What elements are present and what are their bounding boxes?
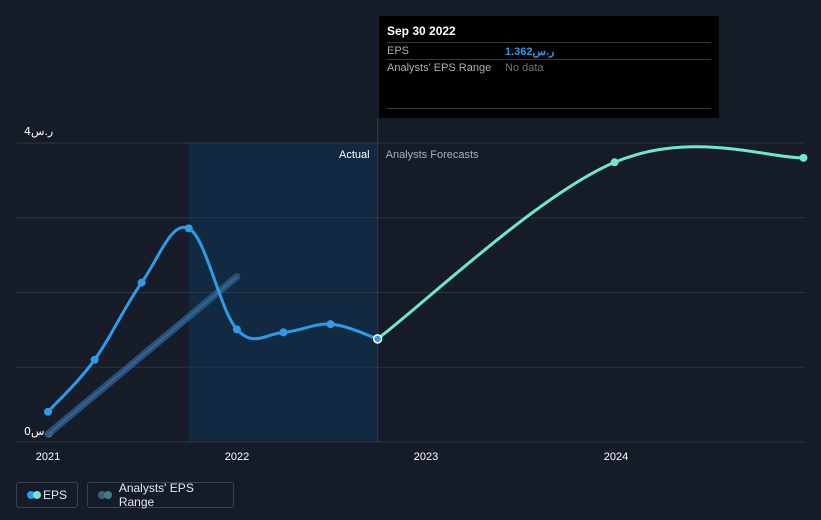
eps-point (279, 328, 288, 337)
eps-point (184, 224, 193, 233)
forecast-label: Analysts Forecasts (386, 149, 479, 161)
legend-eps-label: EPS (42, 488, 67, 502)
actual-label: Actual (339, 149, 370, 161)
forecast-point (610, 158, 619, 167)
eps-point (326, 320, 335, 329)
tooltip-range-value: No data (505, 62, 544, 74)
x-tick-label: 2021 (36, 451, 60, 463)
hover-tooltip: Sep 30 2022 EPS ر.س1.362 Analysts' EPS R… (379, 16, 719, 118)
eps-point (90, 355, 99, 364)
current-eps-point (372, 334, 383, 344)
analysts-range-line (47, 276, 238, 435)
forecast-point (799, 153, 808, 162)
tooltip-range-label: Analysts' EPS Range (387, 62, 492, 74)
legend-range-label: Analysts' EPS Range (118, 481, 194, 509)
eps-point (232, 325, 241, 334)
forecast-line (376, 145, 804, 341)
tooltip-eps-row: EPS ر.س1.362 (387, 42, 711, 60)
tooltip-eps-value: ر.س1.362 (505, 46, 555, 58)
eps-point (137, 278, 146, 287)
tooltip-eps-label: EPS (387, 45, 410, 57)
legend-eps[interactable]: EPS (16, 482, 78, 508)
tooltip-divider (387, 108, 711, 109)
tooltip-date: Sep 30 2022 (387, 24, 456, 38)
range-swatch-icon (98, 491, 112, 499)
tooltip-range-row: Analysts' EPS Range No data (387, 59, 711, 77)
x-tick-label: 2022 (225, 451, 249, 463)
eps-swatch-icon (27, 491, 41, 499)
eps-point (44, 407, 52, 416)
x-tick-label: 2024 (604, 451, 628, 463)
y-tick-top: ر.س4 (24, 125, 53, 138)
x-tick-label: 2023 (414, 451, 438, 463)
eps-line (46, 225, 379, 413)
legend-analysts-range[interactable]: Analysts' EPS Range (87, 481, 234, 509)
